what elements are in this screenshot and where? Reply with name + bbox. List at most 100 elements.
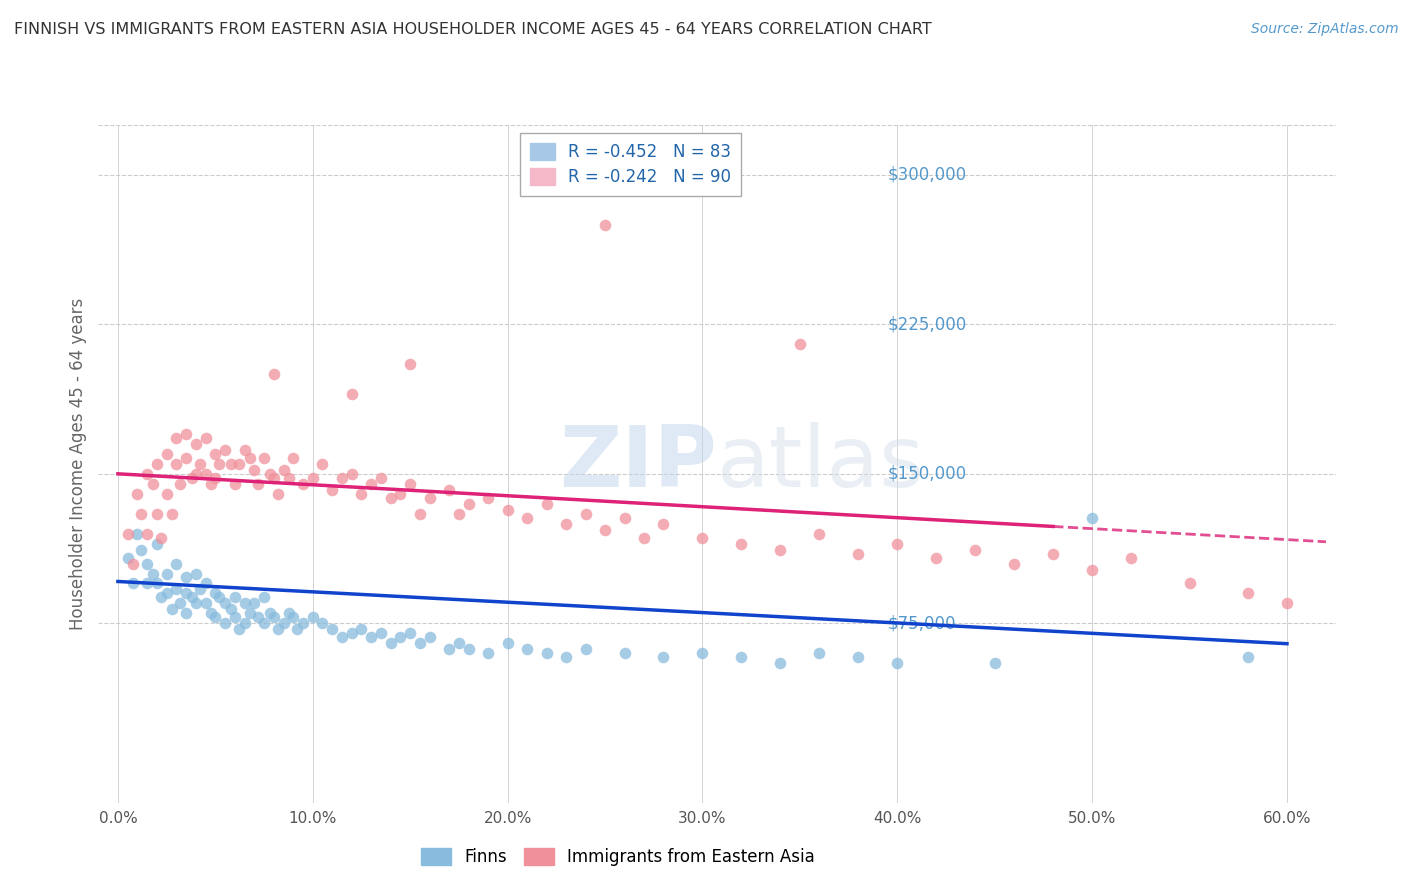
Point — [174, 570, 197, 584]
Point — [156, 566, 179, 581]
Point — [117, 526, 139, 541]
Point — [283, 450, 305, 465]
Point — [174, 586, 197, 600]
Point — [200, 476, 222, 491]
Point — [389, 630, 412, 644]
Point — [149, 531, 172, 545]
Point — [1081, 562, 1104, 576]
Point — [188, 582, 211, 597]
Point — [233, 596, 256, 610]
Point — [1275, 596, 1298, 610]
Point — [409, 507, 432, 521]
Point — [360, 630, 382, 644]
Point — [243, 596, 266, 610]
Point — [146, 507, 169, 521]
Point — [181, 591, 204, 605]
Point — [188, 457, 211, 471]
Point — [536, 497, 558, 511]
Point — [184, 437, 207, 451]
Point — [457, 642, 479, 657]
Point — [117, 550, 139, 565]
Text: atlas: atlas — [717, 422, 925, 506]
Point — [204, 447, 226, 461]
Point — [496, 636, 519, 650]
Point — [330, 471, 353, 485]
Point — [613, 646, 636, 660]
Point — [496, 502, 519, 516]
Point — [149, 591, 172, 605]
Point — [574, 507, 596, 521]
Point — [194, 431, 217, 445]
Point — [593, 218, 616, 232]
Point — [136, 576, 159, 591]
Point — [419, 491, 441, 505]
Point — [321, 483, 343, 497]
Point — [311, 616, 333, 631]
Point — [169, 596, 191, 610]
Point — [146, 457, 169, 471]
Point — [194, 467, 217, 481]
Point — [129, 507, 152, 521]
Point — [208, 591, 231, 605]
Point — [536, 646, 558, 660]
Point — [301, 471, 323, 485]
Point — [224, 476, 246, 491]
Point — [321, 623, 343, 637]
Point — [652, 516, 675, 531]
Point — [340, 387, 363, 401]
Point — [142, 476, 165, 491]
Point — [886, 536, 908, 550]
Point — [194, 596, 217, 610]
Point — [399, 626, 422, 640]
Point — [259, 607, 281, 621]
Point — [808, 526, 831, 541]
Text: $225,000: $225,000 — [887, 315, 967, 334]
Point — [156, 447, 179, 461]
Point — [399, 357, 422, 371]
Point — [184, 467, 207, 481]
Point — [156, 487, 179, 501]
Point — [278, 607, 301, 621]
Point — [162, 602, 184, 616]
Point — [239, 607, 262, 621]
Point — [200, 607, 222, 621]
Point — [127, 487, 149, 501]
Point — [292, 476, 315, 491]
Point — [165, 582, 187, 597]
Point — [652, 650, 675, 665]
Point — [162, 507, 184, 521]
Point — [692, 646, 714, 660]
Point — [266, 487, 288, 501]
Point — [278, 471, 301, 485]
Point — [184, 596, 207, 610]
Point — [555, 650, 578, 665]
Point — [142, 566, 165, 581]
Text: $300,000: $300,000 — [887, 166, 967, 184]
Point — [122, 576, 145, 591]
Point — [156, 586, 179, 600]
Point — [769, 657, 792, 671]
Point — [136, 467, 159, 481]
Point — [340, 626, 363, 640]
Point — [574, 642, 596, 657]
Point — [184, 566, 207, 581]
Point — [370, 626, 392, 640]
Point — [730, 650, 752, 665]
Point — [380, 636, 402, 650]
Point — [239, 450, 262, 465]
Point — [965, 542, 987, 557]
Point — [283, 610, 305, 624]
Point — [263, 367, 285, 381]
Point — [243, 463, 266, 477]
Point — [419, 630, 441, 644]
Point — [214, 442, 236, 457]
Point — [516, 510, 538, 524]
Point — [846, 650, 869, 665]
Point — [214, 616, 236, 631]
Point — [730, 536, 752, 550]
Point — [259, 467, 281, 481]
Point — [370, 471, 392, 485]
Point — [204, 610, 226, 624]
Point — [136, 557, 159, 571]
Point — [253, 591, 276, 605]
